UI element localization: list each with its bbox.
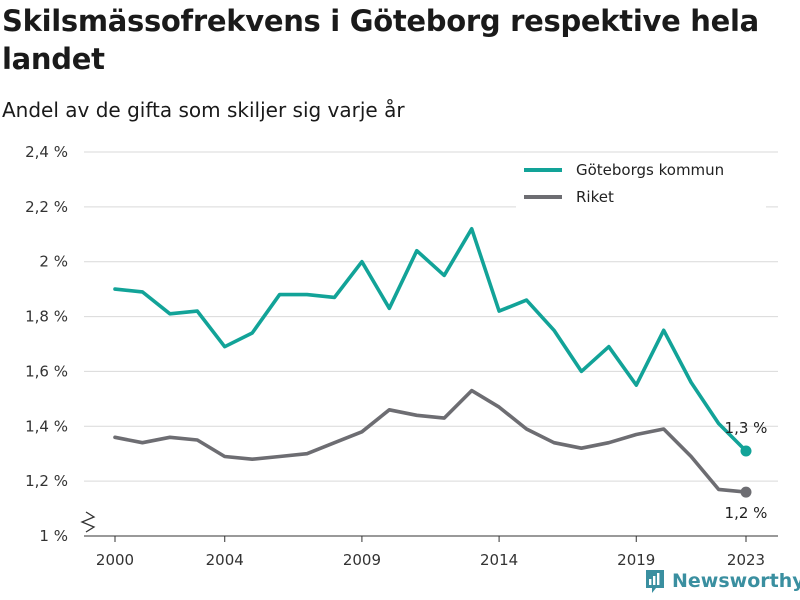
y-tick-label: 1,8 % bbox=[25, 308, 68, 326]
brand-logo: Newsworthy bbox=[644, 568, 800, 594]
y-tick-label: 2,4 % bbox=[25, 143, 68, 161]
x-tick-label: 2019 bbox=[617, 551, 655, 569]
x-tick-label: 2004 bbox=[206, 551, 244, 569]
end-point-riket bbox=[740, 486, 752, 498]
chart-title: Skilsmässofrekvens i Göteborg respektive… bbox=[2, 4, 759, 76]
y-tick-label: 1,6 % bbox=[25, 362, 68, 380]
series-lines: 1,3 % 1,2 % bbox=[113, 227, 768, 522]
legend-box bbox=[516, 156, 766, 208]
legend-label-riket: Riket bbox=[576, 188, 614, 206]
y-tick-label: 1,4 % bbox=[25, 417, 68, 435]
brand-name: Newsworthy bbox=[672, 570, 800, 592]
x-axis: 2000 2004 2009 2014 2019 2023 bbox=[84, 535, 778, 569]
x-tick-label: 2023 bbox=[727, 551, 765, 569]
chart-subtitle: Andel av de gifta som skiljer sig varje … bbox=[2, 98, 405, 122]
legend-label-goteborg: Göteborgs kommun bbox=[576, 161, 724, 179]
end-label-goteborg: 1,3 % bbox=[725, 419, 768, 437]
axis-break-icon bbox=[80, 511, 96, 533]
end-point-goteborg bbox=[740, 445, 752, 457]
x-tick-label: 2014 bbox=[480, 551, 518, 569]
y-axis: 1 % 1,2 % 1,4 % 1,6 % 1,8 % 2 % 2,2 % 2,4 % bbox=[25, 143, 96, 545]
series-line-goteborg bbox=[113, 227, 748, 453]
legend: Göteborgs kommun Riket bbox=[516, 156, 766, 208]
end-label-riket: 1,2 % bbox=[725, 504, 768, 522]
y-tick-label: 2,2 % bbox=[25, 198, 68, 216]
series-line-riket bbox=[113, 388, 748, 494]
bar-chart-logo-icon bbox=[646, 570, 664, 593]
x-tick-label: 2009 bbox=[343, 551, 381, 569]
y-tick-label: 1 % bbox=[39, 527, 68, 545]
y-tick-label: 1,2 % bbox=[25, 472, 68, 490]
y-tick-label: 2 % bbox=[39, 253, 68, 271]
x-tick-label: 2000 bbox=[96, 551, 134, 569]
